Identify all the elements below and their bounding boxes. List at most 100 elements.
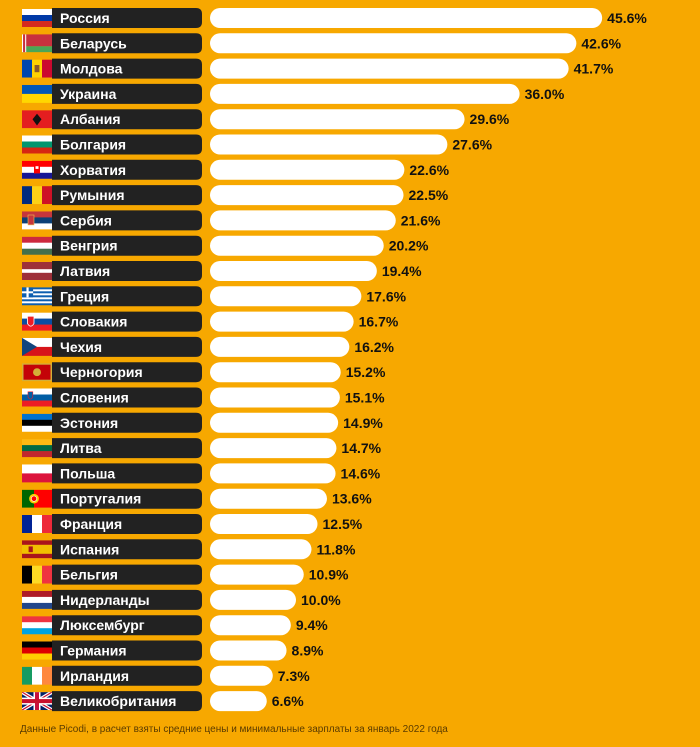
category-label-box	[52, 691, 202, 712]
montenegro-flag-icon	[22, 363, 52, 382]
value-label: 21.6%	[401, 212, 441, 228]
category-label: Бельгия	[60, 567, 118, 583]
category-label: Литва	[60, 440, 102, 456]
value-label: 8.9%	[292, 643, 324, 659]
category-label-box	[52, 58, 202, 79]
bar	[210, 159, 405, 180]
category-label: Словения	[60, 390, 129, 406]
france-flag-icon	[22, 515, 52, 533]
category-label: Россия	[60, 10, 110, 26]
bar	[210, 286, 362, 307]
category-label: Люксембург	[60, 617, 145, 633]
category-label-box	[52, 412, 202, 433]
luxembourg-flag-icon	[22, 616, 52, 635]
category-label-box	[52, 488, 202, 509]
category-label: Чехия	[60, 339, 102, 355]
portugal-flag-icon	[22, 489, 52, 508]
value-label: 29.6%	[470, 111, 510, 127]
czechia-flag-icon	[22, 337, 52, 356]
bar	[210, 210, 396, 231]
spain-flag-icon	[22, 540, 52, 559]
category-label-box	[52, 438, 202, 459]
bar	[210, 134, 448, 155]
bulgaria-flag-icon	[22, 135, 52, 154]
category-label-box	[52, 539, 202, 560]
uk-flag-icon	[22, 692, 52, 711]
value-label: 20.2%	[389, 238, 429, 254]
slovakia-flag-icon	[22, 312, 52, 331]
category-label: Беларусь	[60, 35, 127, 51]
category-label: Великобритания	[60, 693, 176, 709]
category-label-box	[52, 159, 202, 180]
value-label: 14.9%	[343, 415, 383, 431]
bar	[210, 8, 603, 28]
poland-flag-icon	[22, 464, 52, 483]
category-label-box	[52, 210, 202, 231]
bar	[210, 261, 377, 281]
category-label-box	[52, 463, 202, 484]
value-label: 42.6%	[581, 35, 621, 51]
lithuania-flag-icon	[22, 439, 52, 458]
romania-flag-icon	[22, 186, 52, 205]
category-label: Словакия	[60, 314, 127, 330]
germany-flag-icon	[22, 641, 52, 660]
netherlands-flag-icon	[22, 590, 52, 609]
bar	[210, 109, 465, 130]
value-label: 6.6%	[272, 693, 304, 709]
category-label: Черногория	[60, 364, 143, 380]
category-label: Польша	[60, 465, 115, 481]
slovenia-flag-icon	[22, 388, 52, 407]
value-label: 15.1%	[345, 390, 385, 406]
category-label: Хорватия	[60, 162, 126, 178]
bar	[210, 615, 291, 636]
category-label-box	[52, 665, 202, 686]
russia-flag-icon	[22, 9, 52, 27]
category-label: Молдова	[60, 61, 123, 77]
value-label: 10.9%	[309, 567, 349, 583]
bar	[210, 362, 341, 383]
value-label: 16.2%	[354, 339, 394, 355]
category-label-box	[52, 83, 202, 104]
bar	[210, 589, 296, 610]
bar	[210, 665, 273, 686]
value-label: 13.6%	[332, 491, 372, 507]
category-label: Португалия	[60, 491, 141, 507]
category-label-box	[52, 387, 202, 408]
ukraine-flag-icon	[22, 84, 52, 103]
value-label: 36.0%	[525, 86, 565, 102]
category-label: Нидерланды	[60, 592, 150, 608]
value-label: 14.7%	[341, 440, 381, 456]
bar	[210, 539, 312, 560]
bar	[210, 58, 569, 79]
value-label: 9.4%	[296, 617, 328, 633]
category-label: Албания	[60, 111, 120, 127]
category-label-box	[52, 514, 202, 534]
value-label: 22.5%	[409, 187, 449, 203]
bar	[210, 463, 336, 484]
category-label: Испания	[60, 541, 119, 557]
moldova-flag-icon	[22, 59, 52, 78]
value-label: 15.2%	[346, 364, 386, 380]
bar-chart: Россия 45.6% Беларусь 42.6% Молдова 41.7% Укра…	[22, 8, 647, 712]
category-label-box	[52, 615, 202, 636]
ireland-flag-icon	[22, 666, 52, 685]
bar	[210, 488, 327, 509]
croatia-flag-icon	[22, 160, 52, 179]
category-label: Болгария	[60, 137, 126, 153]
category-label-box	[52, 261, 202, 281]
category-label-box	[52, 564, 202, 585]
bar	[210, 235, 384, 256]
bar	[210, 387, 340, 408]
value-label: 19.4%	[382, 263, 422, 279]
bar	[210, 514, 318, 534]
category-label: Румыния	[60, 187, 124, 203]
value-label: 14.6%	[341, 465, 381, 481]
latvia-flag-icon	[22, 262, 52, 280]
category-label-box	[52, 589, 202, 610]
value-label: 16.7%	[359, 314, 399, 330]
value-label: 27.6%	[452, 137, 492, 153]
bar	[210, 336, 350, 357]
belgium-flag-icon	[22, 565, 52, 584]
albania-flag-icon	[22, 110, 52, 129]
category-label: Франция	[60, 516, 122, 532]
